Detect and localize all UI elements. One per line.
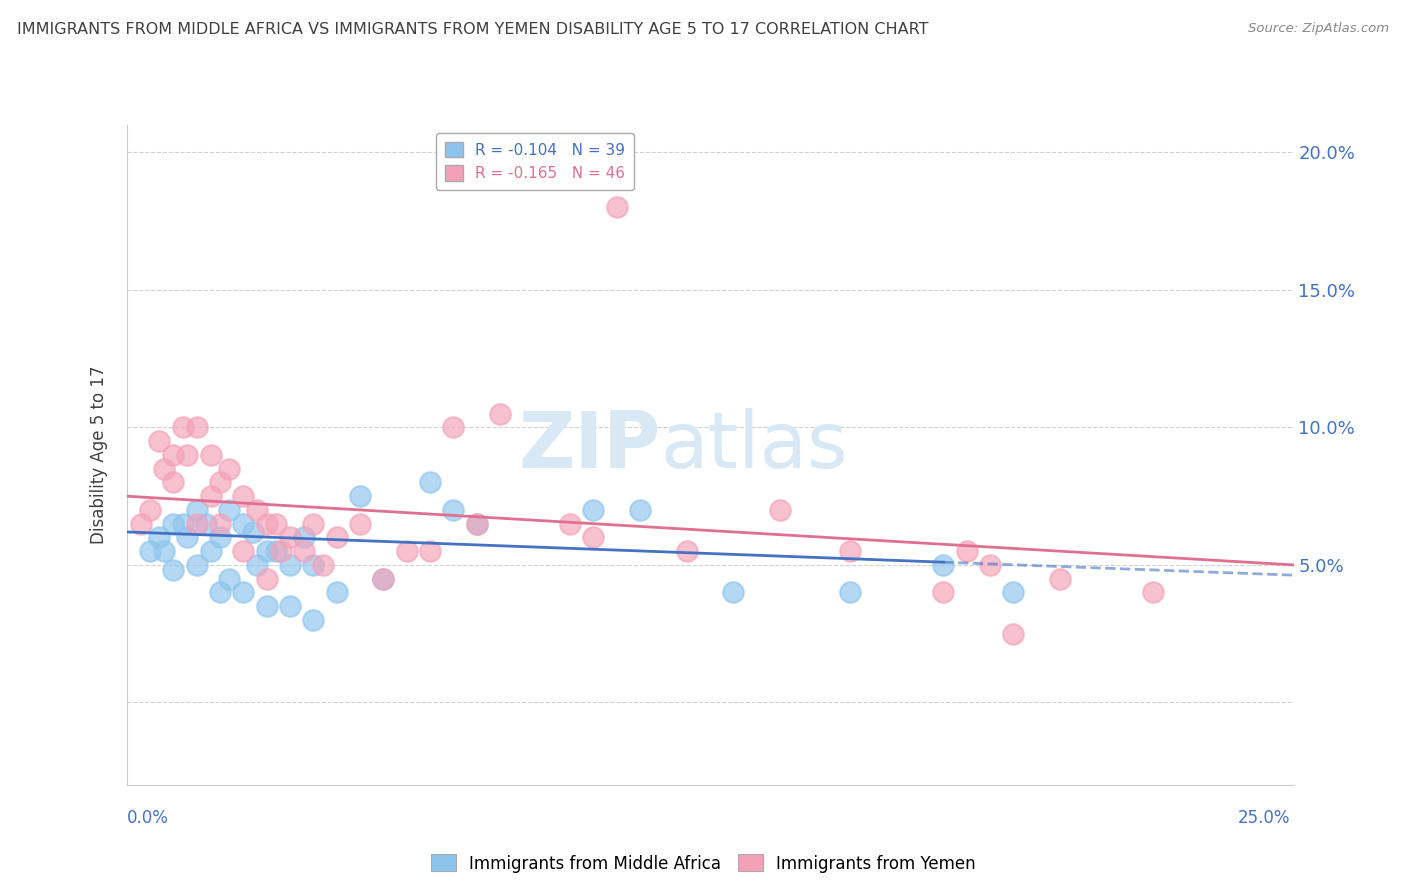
Point — [186, 503, 208, 517]
Text: atlas: atlas — [661, 408, 848, 484]
Text: IMMIGRANTS FROM MIDDLE AFRICA VS IMMIGRANTS FROM YEMEN DISABILITY AGE 5 TO 17 CO: IMMIGRANTS FROM MIDDLE AFRICA VS IMMIGRA… — [17, 22, 928, 37]
Point — [246, 503, 269, 517]
Point — [292, 530, 315, 544]
Point — [1142, 585, 1164, 599]
Point — [256, 599, 278, 614]
Point — [242, 524, 264, 539]
Point — [256, 572, 278, 586]
Point — [270, 544, 292, 558]
Point — [1002, 626, 1025, 640]
Point — [232, 489, 254, 503]
Point — [628, 503, 651, 517]
Point — [218, 572, 240, 586]
Point — [465, 516, 488, 531]
Point — [1049, 572, 1071, 586]
Text: 0.0%: 0.0% — [127, 809, 169, 827]
Point — [162, 516, 184, 531]
Point — [582, 530, 605, 544]
Point — [302, 516, 325, 531]
Point — [311, 558, 333, 572]
Point — [292, 544, 315, 558]
Point — [139, 544, 162, 558]
Point — [441, 420, 464, 434]
Point — [218, 461, 240, 475]
Text: 25.0%: 25.0% — [1239, 809, 1291, 827]
Legend: R = -0.104   N = 39, R = -0.165   N = 46: R = -0.104 N = 39, R = -0.165 N = 46 — [436, 133, 634, 191]
Point — [139, 503, 162, 517]
Point — [186, 420, 208, 434]
Point — [172, 420, 194, 434]
Point — [1002, 585, 1025, 599]
Point — [208, 585, 231, 599]
Point — [264, 516, 287, 531]
Point — [956, 544, 979, 558]
Point — [176, 448, 198, 462]
Y-axis label: Disability Age 5 to 17: Disability Age 5 to 17 — [90, 366, 108, 544]
Point — [325, 530, 347, 544]
Point — [278, 558, 301, 572]
Point — [232, 516, 254, 531]
Point — [194, 516, 217, 531]
Point — [162, 448, 184, 462]
Point — [349, 489, 371, 503]
Point — [419, 475, 441, 490]
Point — [373, 572, 395, 586]
Point — [129, 516, 152, 531]
Point — [200, 489, 222, 503]
Point — [148, 530, 170, 544]
Point — [373, 572, 395, 586]
Point — [148, 434, 170, 449]
Point — [200, 544, 222, 558]
Point — [162, 475, 184, 490]
Point — [489, 407, 512, 421]
Point — [278, 530, 301, 544]
Point — [441, 503, 464, 517]
Point — [675, 544, 697, 558]
Point — [558, 516, 581, 531]
Point — [232, 544, 254, 558]
Point — [932, 558, 955, 572]
Point — [208, 530, 231, 544]
Point — [186, 558, 208, 572]
Point — [218, 503, 240, 517]
Text: Source: ZipAtlas.com: Source: ZipAtlas.com — [1249, 22, 1389, 36]
Point — [769, 503, 792, 517]
Point — [153, 544, 176, 558]
Text: ZIP: ZIP — [519, 408, 661, 484]
Point — [186, 516, 208, 531]
Point — [979, 558, 1001, 572]
Point — [172, 516, 194, 531]
Point — [264, 544, 287, 558]
Point — [723, 585, 745, 599]
Point — [839, 544, 862, 558]
Point — [325, 585, 347, 599]
Point — [200, 448, 222, 462]
Point — [932, 585, 955, 599]
Point — [395, 544, 418, 558]
Point — [582, 503, 605, 517]
Point — [256, 516, 278, 531]
Point — [302, 613, 325, 627]
Point — [839, 585, 862, 599]
Point — [162, 564, 184, 578]
Point — [246, 558, 269, 572]
Point — [349, 516, 371, 531]
Point — [278, 599, 301, 614]
Point — [256, 544, 278, 558]
Point — [176, 530, 198, 544]
Point — [208, 516, 231, 531]
Legend: Immigrants from Middle Africa, Immigrants from Yemen: Immigrants from Middle Africa, Immigrant… — [423, 847, 983, 880]
Point — [606, 201, 628, 215]
Point — [153, 461, 176, 475]
Point — [302, 558, 325, 572]
Point — [208, 475, 231, 490]
Point — [465, 516, 488, 531]
Point — [419, 544, 441, 558]
Point — [232, 585, 254, 599]
